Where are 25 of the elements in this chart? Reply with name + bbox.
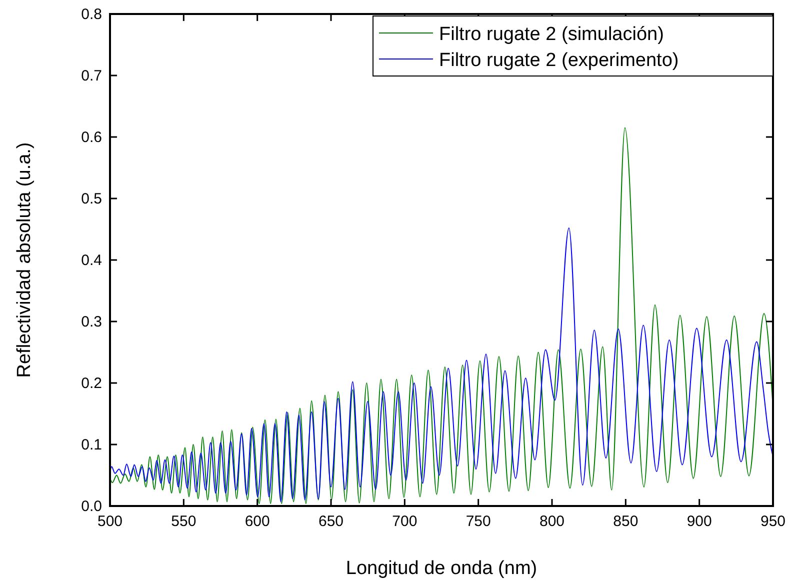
legend-label: Filtro rugate 2 (experimento) [439, 50, 679, 71]
y-tick-label: 0.3 [81, 314, 102, 330]
x-tick-label: 900 [686, 513, 712, 530]
y-tick-label: 0.1 [81, 436, 102, 454]
y-tick-label: 0.4 [81, 252, 102, 269]
x-tick-label: 650 [318, 513, 344, 530]
x-tick-label: 950 [760, 513, 786, 530]
line-series [110, 228, 774, 502]
y-tick-label: 0.7 [81, 68, 102, 84]
x-axis-title: Longitud de onda (nm) [346, 558, 538, 579]
y-tick-label: 0.8 [81, 6, 102, 23]
x-tick-label: 750 [466, 513, 491, 530]
x-tick-label: 850 [613, 513, 638, 530]
y-tick-label: 0.2 [81, 375, 102, 392]
x-tick-label: 500 [97, 513, 123, 530]
x-tick-label: 700 [392, 513, 418, 530]
y-tick-label: 0.6 [81, 129, 102, 146]
line-series [110, 127, 774, 504]
y-axis-title: Reflectividad absoluta (u.a.) [14, 142, 35, 378]
legend-label: Filtro rugate 2 (simulación) [439, 24, 664, 45]
x-tick-label: 600 [244, 513, 270, 530]
y-tick-label: 0.0 [81, 498, 102, 515]
x-tick-label: 800 [539, 513, 565, 530]
x-tick-label: 550 [171, 513, 196, 530]
y-tick-label: 0.5 [81, 190, 102, 208]
